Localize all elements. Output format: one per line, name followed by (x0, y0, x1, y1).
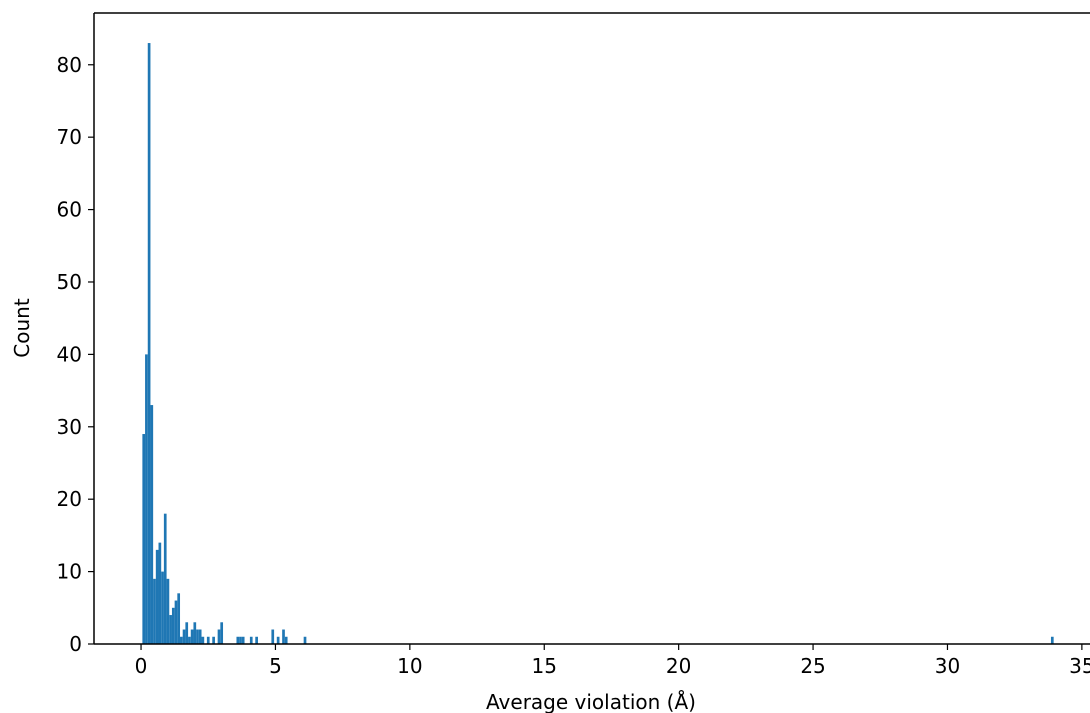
histogram-bar (169, 615, 172, 644)
histogram-bar (163, 513, 167, 644)
x-tick-label: 5 (269, 654, 282, 678)
y-tick-label: 50 (57, 270, 82, 294)
y-tick-label: 80 (57, 53, 82, 77)
histogram-bar (153, 578, 156, 644)
y-tick-label: 0 (69, 632, 82, 656)
x-axis-label: Average violation (Å) (486, 690, 696, 713)
y-tick-label: 60 (57, 198, 82, 222)
x-tick-label: 30 (935, 654, 960, 678)
histogram-bar (198, 629, 202, 644)
histogram-bar (1050, 636, 1054, 644)
histogram-bar (220, 622, 224, 644)
histogram-bar (236, 636, 240, 644)
histogram-bar (190, 629, 194, 644)
x-tick-label: 35 (1069, 654, 1090, 678)
histogram-bar (174, 600, 178, 644)
histogram-bar (142, 434, 146, 644)
histogram-bar (217, 629, 221, 644)
bars-layer (142, 43, 1054, 645)
histogram-bar (241, 636, 245, 644)
histogram-bar (196, 629, 199, 644)
histogram-bar (239, 636, 242, 644)
axes-layer (93, 12, 1090, 645)
histogram-bar (284, 636, 288, 644)
ticks-layer: 0 5 10 15 20 25 30 35 0 10 20 30 40 50 60 70 80 (57, 53, 1090, 678)
histogram-bar (276, 636, 280, 644)
histogram-bar (282, 629, 285, 644)
histogram-bar (171, 607, 175, 644)
histogram-bar (147, 43, 151, 645)
histogram-bar (145, 354, 148, 644)
histogram-bar (212, 636, 215, 644)
y-axis-label: Count (10, 298, 34, 358)
histogram-bar (150, 405, 154, 644)
x-tick-label: 0 (135, 654, 148, 678)
histogram-bar (161, 571, 164, 644)
histogram-bar (303, 636, 307, 644)
histogram-bar (166, 578, 170, 644)
x-tick-label: 25 (800, 654, 825, 678)
y-tick-label: 70 (57, 125, 82, 149)
histogram-bar (155, 549, 159, 644)
histogram-bar (193, 622, 197, 644)
x-tick-label: 10 (397, 654, 422, 678)
histogram-bar (249, 636, 253, 644)
x-tick-label: 15 (532, 654, 557, 678)
y-tick-label: 20 (57, 487, 82, 511)
histogram-bar (255, 636, 258, 644)
histogram-bar (206, 636, 210, 644)
histogram-bar (188, 636, 191, 644)
y-tick-label: 40 (57, 342, 82, 366)
histogram-bar (201, 636, 205, 644)
y-tick-label: 30 (57, 415, 82, 439)
histogram-bar (182, 629, 186, 644)
histogram-bar (177, 593, 181, 644)
histogram-bar (185, 622, 189, 644)
x-tick-label: 20 (666, 654, 691, 678)
histogram-bar (271, 629, 275, 644)
y-tick-label: 10 (57, 560, 82, 584)
histogram-bar (180, 636, 183, 644)
histogram-bar (158, 542, 162, 644)
